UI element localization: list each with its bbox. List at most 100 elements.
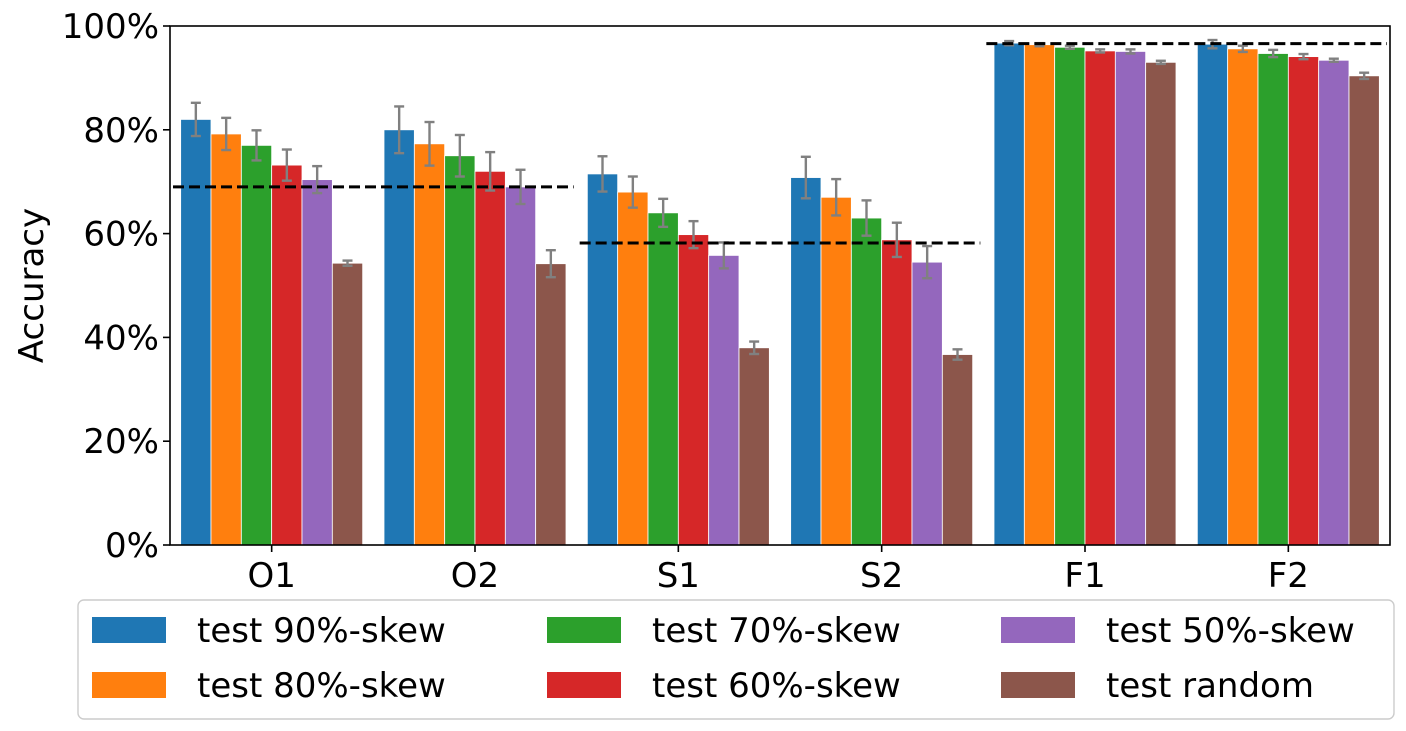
bar-O1-series-1 xyxy=(210,133,242,546)
bars-layer xyxy=(180,42,1380,546)
error-bars-layer xyxy=(190,38,1370,361)
y-axis: 0% 20% 40% 60% 80% 100% xyxy=(62,7,170,566)
error-bar-F1-series-3 xyxy=(1095,48,1106,54)
bar-F1-series-4 xyxy=(1114,51,1147,546)
error-bar-S1-series-1 xyxy=(627,175,638,209)
y-tick-label: 0% xyxy=(105,526,159,566)
error-bar-O2-series-5 xyxy=(545,249,556,279)
error-bar-S1-series-5 xyxy=(749,340,760,356)
error-bar-O2-series-2 xyxy=(454,133,465,178)
error-bar-F2-series-4 xyxy=(1328,57,1339,64)
bar-O2-series-3 xyxy=(474,170,506,546)
error-bar-O1-series-1 xyxy=(221,116,232,152)
x-tick-label: F1 xyxy=(1064,556,1105,596)
bar-S1-series-2 xyxy=(647,212,679,546)
legend-swatch xyxy=(1001,617,1075,643)
bar-O2-series-2 xyxy=(444,155,476,546)
reference-lines-layer xyxy=(173,42,1387,245)
error-bar-F1-series-5 xyxy=(1155,59,1166,66)
legend-label: test random xyxy=(1106,666,1314,706)
error-bar-F2-series-5 xyxy=(1359,71,1370,81)
error-bar-F2-series-2 xyxy=(1268,48,1279,59)
bar-F2-series-4 xyxy=(1318,59,1350,546)
bar-F2-series-0 xyxy=(1196,43,1229,546)
y-tick-label: 40% xyxy=(83,318,159,358)
legend-item: test random xyxy=(1001,666,1314,706)
bar-O1-series-3 xyxy=(271,164,303,546)
legend-swatch xyxy=(92,617,166,643)
legend-swatch xyxy=(547,617,621,643)
bar-F2-series-5 xyxy=(1348,75,1380,546)
bar-O2-series-1 xyxy=(413,143,446,546)
bar-S1-series-1 xyxy=(617,191,649,546)
bar-F2-series-2 xyxy=(1257,53,1289,546)
legend-item: test 60%-skew xyxy=(547,666,901,706)
bar-O1-series-0 xyxy=(180,119,212,546)
bar-S2-series-0 xyxy=(790,177,822,546)
bar-O2-series-0 xyxy=(383,129,415,546)
error-bar-O1-series-4 xyxy=(312,164,323,195)
bar-O1-series-4 xyxy=(301,179,333,546)
legend-item: test 80%-skew xyxy=(92,666,446,706)
bar-S2-series-2 xyxy=(850,217,883,546)
bar-O1-series-5 xyxy=(331,262,364,546)
bar-F1-series-3 xyxy=(1084,50,1116,546)
error-bar-F1-series-2 xyxy=(1064,44,1075,51)
error-bar-O1-series-3 xyxy=(281,148,292,182)
bar-S2-series-5 xyxy=(941,354,974,546)
x-tick-label: O2 xyxy=(451,556,499,596)
bar-O2-series-5 xyxy=(535,263,567,546)
bar-S1-series-4 xyxy=(708,254,740,546)
error-bar-F1-series-4 xyxy=(1125,48,1136,55)
bar-F2-series-3 xyxy=(1287,56,1320,546)
bar-F1-series-2 xyxy=(1054,46,1086,546)
x-tick-label: F2 xyxy=(1268,556,1309,596)
legend-label: test 90%-skew xyxy=(197,611,446,651)
error-bar-O1-series-5 xyxy=(342,259,353,267)
error-bar-S2-series-1 xyxy=(831,177,842,217)
bar-S1-series-5 xyxy=(738,347,770,546)
legend-label: test 50%-skew xyxy=(1106,611,1355,651)
x-tick-label: O1 xyxy=(247,556,295,596)
bar-F1-series-0 xyxy=(993,42,1025,546)
x-tick-label: S1 xyxy=(657,556,700,596)
bar-O1-series-2 xyxy=(240,144,273,546)
legend-label: test 60%-skew xyxy=(652,666,901,706)
legend: test 90%-skew test 80%-skew test 70%-skew t… xyxy=(77,599,1395,720)
error-bar-S2-series-3 xyxy=(891,221,902,259)
error-bar-O2-series-0 xyxy=(394,105,405,155)
y-tick-label: 80% xyxy=(83,111,159,151)
bar-F2-series-1 xyxy=(1227,48,1259,546)
error-bar-O1-series-0 xyxy=(190,101,201,138)
error-bar-O2-series-3 xyxy=(485,150,496,192)
error-bar-S2-series-5 xyxy=(952,348,963,361)
y-tick-label: 100% xyxy=(62,7,159,47)
bar-S1-series-0 xyxy=(586,173,619,546)
error-bar-O2-series-1 xyxy=(424,120,435,167)
legend-label: test 80%-skew xyxy=(197,666,446,706)
bar-S2-series-1 xyxy=(820,196,852,546)
legend-label: test 70%-skew xyxy=(652,611,901,651)
legend-swatch xyxy=(547,672,621,698)
x-tick-label: S2 xyxy=(860,556,903,596)
bar-F1-series-1 xyxy=(1023,44,1056,546)
error-bar-S1-series-2 xyxy=(658,197,669,229)
bar-O2-series-4 xyxy=(504,186,537,546)
error-bar-S1-series-0 xyxy=(597,155,608,193)
error-bar-F2-series-3 xyxy=(1298,52,1309,61)
error-bar-S2-series-0 xyxy=(800,155,811,200)
legend-item: test 50%-skew xyxy=(1001,611,1355,651)
bar-S2-series-4 xyxy=(911,261,943,546)
x-axis: O1 O2 S1 S2 F1 F2 xyxy=(247,545,1309,596)
error-bar-O2-series-4 xyxy=(515,168,526,206)
error-bar-S2-series-4 xyxy=(922,244,933,280)
y-axis-title: Accuracy xyxy=(12,208,52,363)
error-bar-F2-series-1 xyxy=(1237,44,1248,54)
y-tick-label: 60% xyxy=(83,215,159,255)
error-bar-S2-series-2 xyxy=(861,199,872,237)
legend-swatch xyxy=(1001,672,1075,698)
y-tick-label: 20% xyxy=(83,422,159,462)
error-bar-O1-series-2 xyxy=(251,129,262,162)
bar-S2-series-3 xyxy=(881,239,913,546)
